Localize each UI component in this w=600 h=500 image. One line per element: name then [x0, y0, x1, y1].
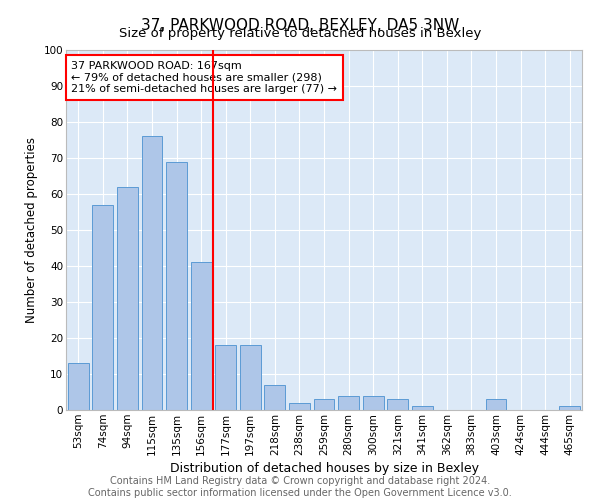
Bar	[117, 187, 138, 410]
Bar	[338, 396, 359, 410]
Bar	[191, 262, 212, 410]
Text: 37 PARKWOOD ROAD: 167sqm
← 79% of detached houses are smaller (298)
21% of semi-: 37 PARKWOOD ROAD: 167sqm ← 79% of detach…	[71, 61, 337, 94]
Text: Size of property relative to detached houses in Bexley: Size of property relative to detached ho…	[119, 28, 481, 40]
Bar	[166, 162, 187, 410]
Bar	[559, 406, 580, 410]
Bar	[387, 399, 408, 410]
Bar	[412, 406, 433, 410]
Bar	[68, 363, 89, 410]
Text: Contains HM Land Registry data © Crown copyright and database right 2024.
Contai: Contains HM Land Registry data © Crown c…	[88, 476, 512, 498]
Bar	[265, 385, 286, 410]
Bar	[142, 136, 163, 410]
Bar	[92, 205, 113, 410]
Bar	[240, 345, 261, 410]
X-axis label: Distribution of detached houses by size in Bexley: Distribution of detached houses by size …	[170, 462, 479, 475]
Bar	[485, 399, 506, 410]
Bar	[215, 345, 236, 410]
Bar	[314, 399, 334, 410]
Bar	[289, 403, 310, 410]
Text: 37, PARKWOOD ROAD, BEXLEY, DA5 3NW: 37, PARKWOOD ROAD, BEXLEY, DA5 3NW	[141, 18, 459, 32]
Bar	[362, 396, 383, 410]
Y-axis label: Number of detached properties: Number of detached properties	[25, 137, 38, 323]
